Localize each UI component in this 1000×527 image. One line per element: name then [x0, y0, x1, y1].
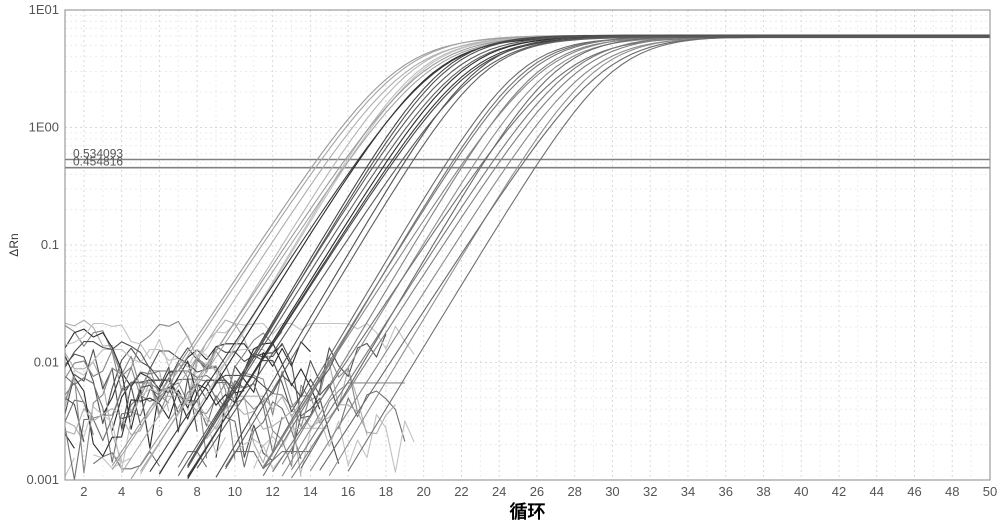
y-tick-label: 1E01 [29, 2, 59, 17]
x-tick-label: 10 [228, 484, 242, 499]
x-tick-label: 36 [718, 484, 732, 499]
y-tick-label: 0.001 [26, 472, 59, 487]
x-tick-label: 34 [681, 484, 695, 499]
x-tick-label: 42 [832, 484, 846, 499]
x-tick-label: 48 [945, 484, 959, 499]
x-tick-label: 28 [567, 484, 581, 499]
amplification-plot: 0.5340930.4548160.0010.010.11E001E012468… [0, 0, 1000, 527]
x-tick-label: 22 [454, 484, 468, 499]
x-tick-label: 24 [492, 484, 506, 499]
x-tick-label: 8 [194, 484, 201, 499]
x-tick-label: 40 [794, 484, 808, 499]
x-tick-label: 26 [530, 484, 544, 499]
x-tick-label: 2 [80, 484, 87, 499]
y-axis-label: ΔRn [7, 233, 21, 256]
x-tick-label: 38 [756, 484, 770, 499]
x-tick-label: 14 [303, 484, 317, 499]
x-tick-label: 46 [907, 484, 921, 499]
x-tick-label: 4 [118, 484, 125, 499]
threshold-label: 0.454816 [73, 155, 123, 169]
x-tick-label: 12 [265, 484, 279, 499]
chart-container: 0.5340930.4548160.0010.010.11E001E012468… [0, 0, 1000, 527]
y-tick-label: 1E00 [29, 120, 59, 135]
x-tick-label: 6 [156, 484, 163, 499]
x-tick-label: 18 [379, 484, 393, 499]
x-tick-label: 16 [341, 484, 355, 499]
x-tick-label: 44 [870, 484, 884, 499]
x-tick-label: 50 [983, 484, 997, 499]
y-tick-label: 0.1 [41, 237, 59, 252]
x-tick-label: 30 [605, 484, 619, 499]
x-tick-label: 32 [643, 484, 657, 499]
x-axis-label: 循环 [510, 501, 546, 522]
y-tick-label: 0.01 [34, 355, 59, 370]
x-tick-label: 20 [416, 484, 430, 499]
